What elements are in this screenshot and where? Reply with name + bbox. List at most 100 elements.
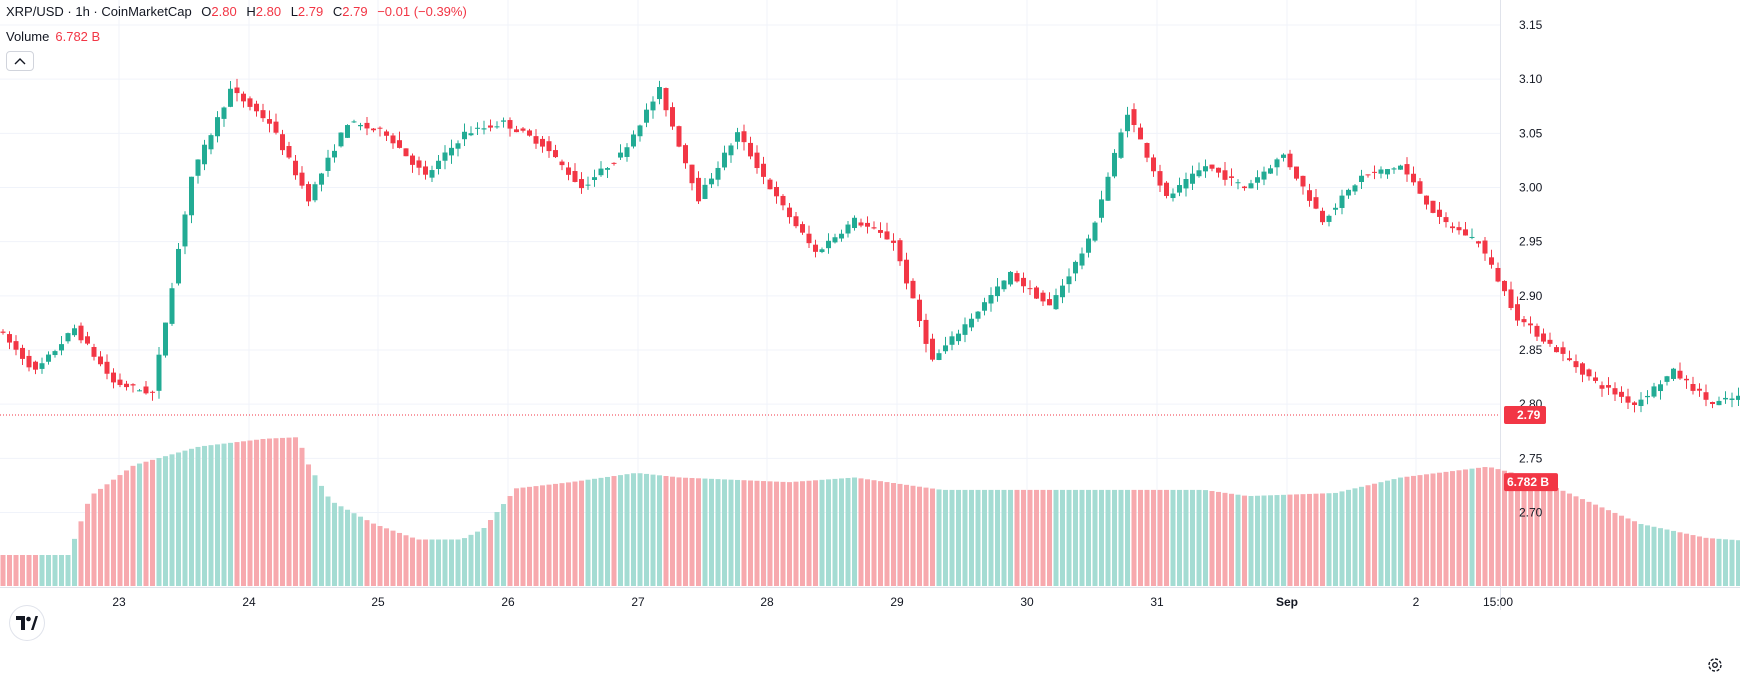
price-tick-label: 2.85 [1519, 343, 1543, 357]
price-tick-label: 2.90 [1519, 289, 1543, 303]
candle-body [124, 383, 129, 388]
candle-body [1281, 154, 1286, 158]
volume-bar [364, 520, 370, 586]
time-tick-label: 29 [890, 595, 904, 609]
candle-body [169, 288, 175, 324]
volume-legend: Volume 6.782 B [6, 29, 100, 44]
volume-bar [1164, 489, 1169, 586]
candle-body [858, 222, 864, 226]
candle-body [715, 167, 721, 180]
volume-bar [670, 476, 675, 586]
volume-bar [1222, 492, 1228, 586]
gear-icon[interactable] [1706, 656, 1724, 674]
candle-body [1606, 385, 1611, 388]
candle-body [1287, 153, 1293, 168]
volume-bar [1593, 504, 1598, 586]
candle-body [0, 331, 6, 333]
candle-body [546, 141, 552, 152]
candle-body [455, 143, 461, 149]
volume-bar [1268, 495, 1273, 586]
volume-bar [572, 481, 578, 586]
candle-body [1144, 143, 1150, 158]
time-tick-label: 28 [760, 595, 774, 609]
volume-bar [1118, 489, 1124, 586]
candle-body [1424, 195, 1429, 205]
volume-bar [1716, 538, 1722, 586]
candle-body [117, 379, 123, 385]
volume-bar [1099, 489, 1104, 586]
candle-body [488, 125, 493, 128]
candle-body [527, 130, 532, 136]
volume-bar [26, 555, 32, 586]
candle-body [1248, 183, 1254, 189]
candle-body [1632, 402, 1637, 405]
candle-body [507, 120, 513, 129]
volume-bar [7, 555, 12, 586]
candle-body [1612, 388, 1618, 395]
candle-body [1034, 287, 1039, 299]
candle-body [1079, 253, 1085, 266]
candle-body [728, 145, 734, 156]
price-tick-label: 3.05 [1519, 126, 1543, 140]
volume-bar [1021, 489, 1026, 586]
volume-bar [390, 530, 396, 586]
time-tick-label: 31 [1150, 595, 1164, 609]
volume-bar [923, 487, 929, 586]
volume-bar [852, 477, 857, 586]
volume-bar [1677, 532, 1683, 586]
volume-bar [1112, 489, 1117, 586]
candle-body [1190, 173, 1195, 184]
candle-body [540, 138, 545, 147]
volume-bar [683, 477, 688, 586]
candle-body [1391, 168, 1397, 170]
volume-bar [1391, 479, 1397, 586]
candle-body [299, 172, 305, 186]
change-value: −0.01 (−0.39%) [377, 4, 467, 19]
volume-bar [449, 539, 454, 586]
volume-bar [585, 479, 591, 586]
close-value: 2.79 [342, 4, 368, 19]
candle-body [644, 109, 649, 123]
candle-body [1723, 397, 1728, 400]
candle-body [1664, 376, 1670, 382]
candle-body [689, 164, 695, 184]
candle-body [696, 177, 701, 202]
candle-body [1105, 176, 1111, 201]
volume-bar [1729, 539, 1735, 586]
candle-body [1729, 398, 1735, 400]
collapse-legend-button[interactable] [6, 51, 34, 71]
volume-bar [1586, 501, 1592, 586]
volume-bar [1242, 495, 1247, 586]
volume-bar [969, 489, 974, 586]
candle-body [1378, 169, 1384, 174]
candle-body [741, 131, 747, 143]
volume-bar [1424, 474, 1429, 586]
candle-body [85, 336, 90, 344]
volume-bar [1131, 489, 1137, 586]
candle-body [1346, 189, 1351, 196]
candle-body [72, 328, 77, 336]
price-tick-label: 2.70 [1519, 506, 1543, 520]
candle-body [1476, 241, 1481, 244]
volume-bar [312, 475, 318, 586]
candle-body [1443, 217, 1449, 223]
candle-body [1001, 280, 1007, 290]
candle-body [1463, 229, 1468, 236]
tradingview-logo-icon[interactable] [10, 606, 44, 640]
candle-body [1372, 171, 1377, 173]
candle-body [832, 237, 838, 243]
volume-bar [520, 487, 526, 586]
volume-bar [787, 482, 792, 586]
volume-bar [345, 509, 350, 586]
candle-body [1690, 383, 1696, 391]
volume-bar [241, 441, 246, 586]
candle-body [709, 178, 714, 185]
volume-bar [1684, 533, 1689, 586]
candle-body [572, 171, 578, 182]
candle-body [338, 132, 344, 147]
volume-bar [1398, 477, 1403, 586]
volume-bar [839, 478, 844, 586]
volume-bar [1736, 540, 1740, 586]
candle-body [78, 325, 84, 341]
